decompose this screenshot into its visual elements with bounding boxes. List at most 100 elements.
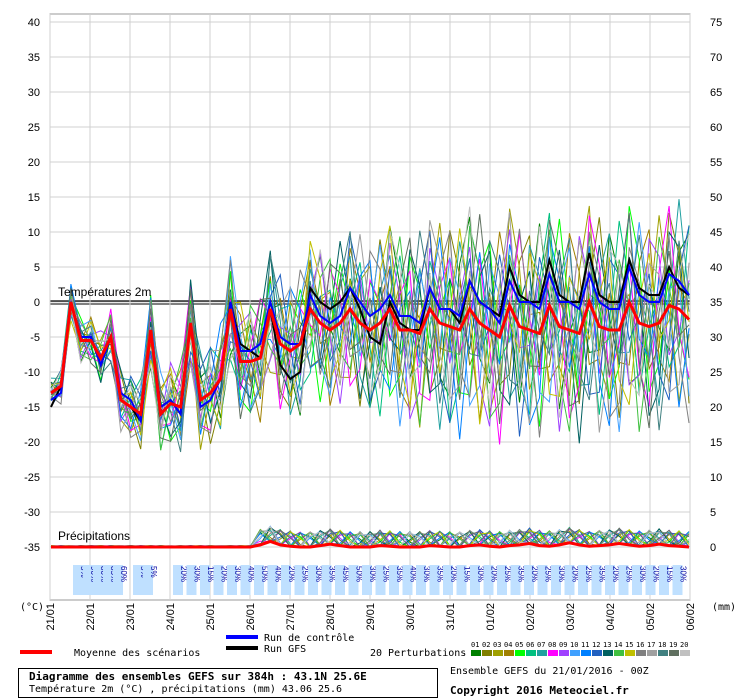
legend-perturbation-swatch (680, 650, 690, 656)
left-axis-unit: (°C) (20, 602, 44, 613)
snow-marker (456, 565, 467, 595)
snow-percent-label: 45% (341, 566, 350, 582)
left-tick-label: 30 (28, 87, 40, 99)
x-axis: 21/01 22/01 23/01 24/01 25/01 26/01 27/01 28/01… (45, 603, 697, 631)
legend-perturbations-label: 20 Perturbations (370, 648, 466, 659)
x-tick-label: 23/01 (125, 603, 137, 631)
snow-marker (348, 565, 359, 595)
footer-title-box: Diagramme des ensembles GEFS sur 384h : … (18, 668, 438, 698)
legend-perturbation-id: 02 (482, 641, 490, 649)
snow-percent-label: 35% (328, 566, 337, 582)
snow-percent-label: 50% (355, 566, 364, 582)
left-tick-label: 35 (28, 52, 40, 64)
perturbation-line (50, 230, 690, 453)
x-tick-label: 04/02 (605, 603, 617, 631)
legend-perturbation-swatch (647, 650, 657, 656)
left-tick-label: -20 (24, 437, 40, 449)
snow-marker (294, 565, 305, 595)
right-tick-label: 5 (710, 507, 716, 519)
right-tick-label: 75 (710, 17, 722, 29)
legend-perturbation-id: 19 (669, 641, 677, 649)
left-tick-label: 5 (34, 262, 40, 274)
snow-percent-label: 25% (625, 566, 634, 582)
x-tick-label: 21/01 (45, 603, 57, 631)
snow-percent-label: 40% (247, 566, 256, 582)
right-tick-label: 35 (710, 297, 722, 309)
snow-marker (605, 565, 615, 595)
x-tick-label: 27/01 (285, 603, 297, 631)
snow-percent-label: 35% (395, 566, 404, 582)
legend-perturbation-id: 09 (559, 641, 567, 649)
snow-percent-label: 35% (436, 566, 445, 582)
legend-perturbation-swatch (526, 650, 536, 656)
legend-perturbation-id: 03 (493, 641, 501, 649)
snow-percent-label: 35% (598, 566, 607, 582)
left-tick-label: 0 (34, 297, 40, 309)
left-tick-label: -5 (30, 332, 40, 344)
snow-marker (93, 565, 103, 595)
left-tick-label: 25 (28, 122, 40, 134)
snow-percent-label: 30% (314, 566, 323, 582)
x-tick-label: 29/01 (365, 603, 377, 631)
snow-percent-label: 25% (301, 566, 310, 582)
snow-marker (200, 565, 210, 595)
right-tick-label: 70 (710, 52, 722, 64)
snow-percent-label: 15% (463, 566, 472, 582)
legend-perturbation-swatch (570, 650, 580, 656)
snow-marker (389, 565, 399, 595)
legend-perturbation-swatch (515, 650, 525, 656)
right-axis-unit: (mm) (712, 602, 736, 613)
snow-marker (470, 565, 480, 595)
snow-marker (497, 565, 507, 595)
snow-marker (524, 565, 534, 595)
x-tick-label: 24/01 (165, 603, 177, 631)
snow-marker (186, 565, 197, 595)
right-tick-label: 55 (710, 157, 722, 169)
left-tick-label: 40 (28, 17, 40, 29)
snow-marker (335, 565, 345, 595)
snow-marker (537, 565, 548, 595)
x-tick-label: 26/01 (245, 603, 257, 631)
ensemble-run-text: Ensemble GEFS du 21/01/2016 - 00Z (450, 666, 649, 677)
snow-marker (113, 565, 123, 595)
left-tick-label: -15 (24, 402, 40, 414)
snow-marker (632, 565, 642, 595)
snow-marker (240, 565, 251, 595)
legend-perturbation-id: 14 (614, 641, 622, 649)
snow-marker (672, 565, 683, 595)
snow-percent-label: 20% (220, 566, 229, 582)
x-tick-label: 28/01 (325, 603, 337, 631)
snow-marker (133, 565, 143, 595)
x-tick-label: 30/01 (405, 603, 417, 631)
snow-percent-label: 30% (193, 566, 202, 582)
legend-perturbation-id: 04 (504, 641, 512, 649)
legend-perturbation-id: 16 (636, 641, 644, 649)
x-tick-label: 01/02 (485, 603, 497, 631)
legend-perturbation-swatch (548, 650, 558, 656)
legend-perturbation-swatch (581, 650, 591, 656)
perturbation-line (50, 206, 690, 437)
snow-marker (213, 565, 224, 595)
legend-perturbation-swatch (625, 650, 635, 656)
snow-percent-label: 20% (571, 566, 580, 582)
right-tick-label: 20 (710, 402, 722, 414)
snow-percent-label: 20% (449, 566, 458, 582)
x-tick-label: 03/02 (565, 603, 577, 631)
right-tick-label: 50 (710, 192, 722, 204)
snow-marker (429, 565, 440, 595)
legend-perturbation-id: 07 (537, 641, 545, 649)
legend-perturbation-swatch (636, 650, 646, 656)
right-tick-label: 0 (710, 542, 716, 554)
snow-percent-label: 30% (476, 566, 485, 582)
snow-percent-label: 30% (233, 566, 242, 582)
legend-perturbation-id: 01 (471, 641, 479, 649)
legend-gfs-label: Run GFS (264, 644, 306, 655)
snow-marker (578, 565, 588, 595)
snow-marker (443, 565, 453, 595)
left-tick-label: -35 (24, 542, 40, 554)
snow-marker (402, 565, 413, 595)
snow-percent-label: 25% (544, 566, 553, 582)
legend-perturbation-id: 12 (592, 641, 600, 649)
